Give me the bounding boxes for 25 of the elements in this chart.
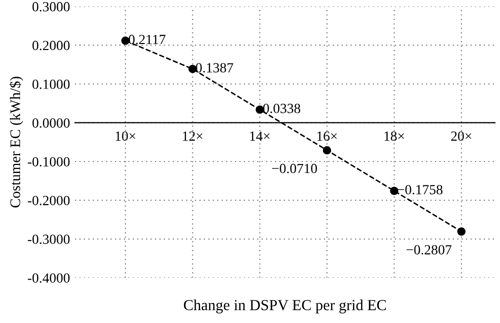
- data-label: 0.0338: [263, 104, 300, 114]
- y-tick-label: 0.3000: [32, 2, 70, 12]
- x-tick-label: 14×: [250, 132, 270, 141]
- point: [457, 227, 466, 236]
- x-tick-label: 16×: [317, 132, 337, 141]
- data-label: −0.2807: [406, 245, 452, 255]
- point: [322, 146, 332, 154]
- data-label: −0.1758: [398, 184, 442, 194]
- y-tick-label: 0.0000: [32, 118, 70, 128]
- y-tick-label: -0.1000: [28, 157, 70, 167]
- point: [188, 64, 197, 74]
- y-tick-label: -0.3000: [28, 234, 70, 244]
- data-label: 0.1387: [196, 63, 234, 73]
- x-tick-label: 18×: [384, 131, 404, 141]
- x-tick-label: 20×: [451, 131, 472, 141]
- y-axis-title: Costumer EC (kWh/$): [9, 76, 24, 208]
- y-tick-label: 0.1000: [32, 80, 70, 89]
- data-label: −0.0710: [272, 164, 317, 174]
- x-tick-label: 10×: [116, 131, 136, 141]
- data-label: 0.2117: [128, 34, 166, 44]
- y-tick-label: -0.2000: [28, 196, 70, 206]
- y-tick-label: -0.4000: [28, 273, 70, 283]
- y-tick-label: 0.2000: [32, 40, 70, 50]
- x-tick-label: 12×: [182, 132, 202, 141]
- x-axis-title: Change in DSPV EC per grid EC: [184, 299, 386, 314]
